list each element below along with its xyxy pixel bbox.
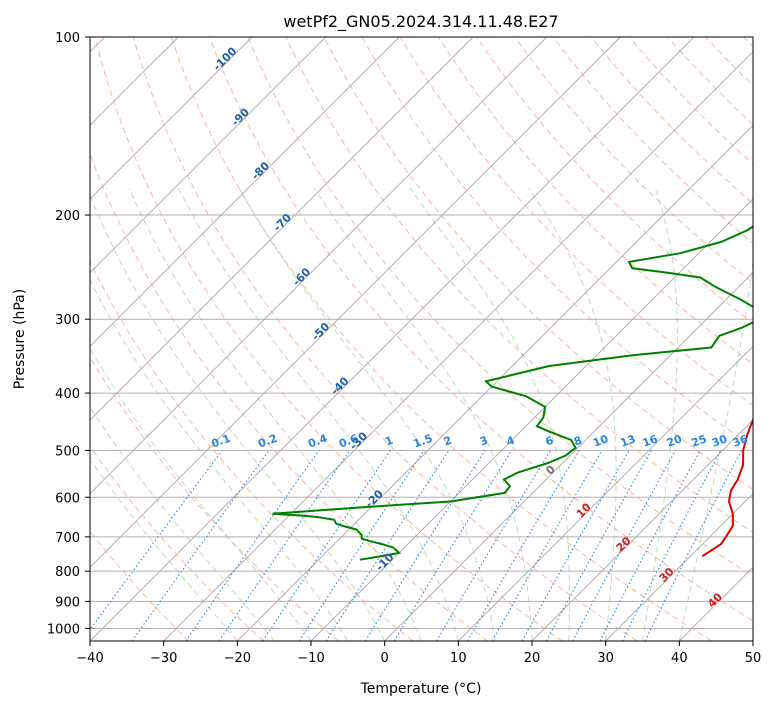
mixing-ratio-line	[521, 450, 630, 641]
isotherm-line	[163, 51, 753, 641]
dry-adiabat	[132, 37, 638, 641]
isotherm-line	[605, 493, 753, 641]
x-tick-label: −20	[224, 651, 251, 666]
dry-adiabat	[90, 356, 339, 641]
mixing-ratio-line	[393, 450, 513, 641]
moist-adiabat	[90, 193, 386, 641]
x-tick-label: 30	[597, 651, 614, 666]
dry-adiabat	[170, 37, 712, 641]
dry-adiabat	[476, 37, 753, 325]
isotherm-line	[90, 37, 400, 347]
isotherm-line	[237, 124, 753, 641]
mixing-ratio-label: 8	[572, 434, 584, 449]
mixing-ratio-label: 25	[690, 432, 709, 449]
x-tick-label: 0	[381, 651, 389, 666]
x-axis-title: Temperature (°C)	[360, 681, 482, 697]
y-axis-title: Pressure (hPa)	[12, 289, 28, 389]
y-tick-label: 500	[55, 444, 80, 459]
temperature-line	[701, 417, 753, 558]
mixing-ratio-label: 36	[731, 432, 750, 450]
isotherm-line	[90, 37, 547, 495]
y-tick-label: 100	[55, 31, 80, 46]
y-tick-label: 600	[55, 491, 80, 506]
mixing-ratio-line	[325, 450, 450, 641]
y-tick-label: 800	[55, 565, 80, 580]
mixing-ratio-label: 20	[665, 432, 684, 450]
x-tick-label: −30	[150, 651, 177, 666]
mixing-ratio-line	[621, 450, 722, 641]
isotherm-line	[531, 419, 753, 641]
isotherm-line	[752, 640, 753, 641]
isotherm-line	[90, 37, 621, 568]
isotherm-line	[384, 272, 753, 641]
x-tick-label: 50	[745, 651, 762, 666]
y-tick-label: 300	[55, 313, 80, 328]
dry-adiabat	[209, 37, 753, 622]
axes-layer: −40 −30 −20 −10 0 10 20 30 40 5010020030040050060…	[47, 31, 761, 666]
mixing-ratio-label: 0.6	[337, 432, 360, 451]
moist-adiabat	[90, 278, 349, 641]
mixing-ratio-line	[90, 450, 223, 631]
sounding-series	[272, 225, 753, 561]
y-tick-label: 400	[55, 387, 80, 402]
moist-adiabat	[642, 187, 678, 641]
x-tick-label: 20	[524, 651, 541, 666]
x-tick-label: 40	[671, 651, 688, 666]
dry-adiabat	[90, 445, 264, 641]
mixing-ratio-label: 6	[544, 434, 556, 449]
dry-adiabat	[90, 260, 414, 641]
isotherm-line	[90, 37, 326, 274]
moist-adiabat	[528, 187, 617, 641]
y-tick-label: 1000	[47, 622, 80, 637]
isotherm-line	[90, 37, 474, 421]
isotherm-line	[458, 345, 753, 641]
moist-adiabat	[409, 187, 570, 641]
mixing-ratio-label: 0.2	[256, 432, 279, 451]
moist-adiabat	[313, 187, 533, 641]
mixing-ratio-line	[218, 450, 351, 641]
dry-adiabat	[323, 37, 753, 491]
mixing-ratio-label: 3	[478, 434, 490, 449]
plot-frame	[89, 36, 754, 642]
dry-adiabat	[285, 37, 753, 534]
moist-adiabat	[678, 258, 753, 641]
mixing-ratio-line	[545, 450, 652, 641]
dry-adiabat	[514, 37, 753, 284]
mixing-ratio-line	[298, 450, 425, 641]
x-tick-label: −40	[76, 651, 103, 666]
mixing-ratio-line	[644, 450, 742, 641]
mixing-ratio-label: 16	[641, 432, 660, 450]
mixing-ratio-label: 30	[710, 432, 729, 450]
mixing-ratio-line	[131, 450, 270, 641]
moist-adiabat	[238, 187, 496, 641]
mixing-ratio-label: 4	[505, 434, 517, 449]
mixing-ratio-label: 1	[383, 434, 395, 449]
dewpoint-line	[272, 225, 753, 561]
isotherm-line	[90, 37, 253, 200]
mixing-ratio-line	[262, 450, 391, 641]
x-tick-label: −10	[297, 651, 324, 666]
reference-lines	[90, 37, 753, 641]
y-tick-label: 700	[55, 531, 80, 546]
plot-background	[90, 37, 753, 641]
dry-adiabat	[94, 37, 563, 641]
mixing-ratio-label: 10	[591, 432, 610, 450]
mixing-ratio-label: 0.1	[210, 432, 233, 451]
chart-title: wetPf2_GN05.2024.314.11.48.E27	[283, 12, 558, 32]
mixing-ratio-line	[185, 450, 320, 641]
y-tick-label: 200	[55, 209, 80, 224]
mixing-ratio-label: 2	[442, 434, 454, 449]
mixing-ratio-label: 13	[619, 432, 638, 449]
mixing-ratio-line	[572, 450, 676, 641]
dry-adiabat	[247, 37, 753, 577]
y-tick-label: 900	[55, 595, 80, 610]
mixing-ratio-label: 1.5	[412, 432, 435, 451]
moist-adiabat	[178, 187, 459, 641]
moist-adiabat	[128, 187, 422, 641]
mixing-ratio-label: 0.4	[306, 432, 329, 451]
moist-adiabat	[90, 458, 238, 641]
x-tick-label: 10	[450, 651, 467, 666]
